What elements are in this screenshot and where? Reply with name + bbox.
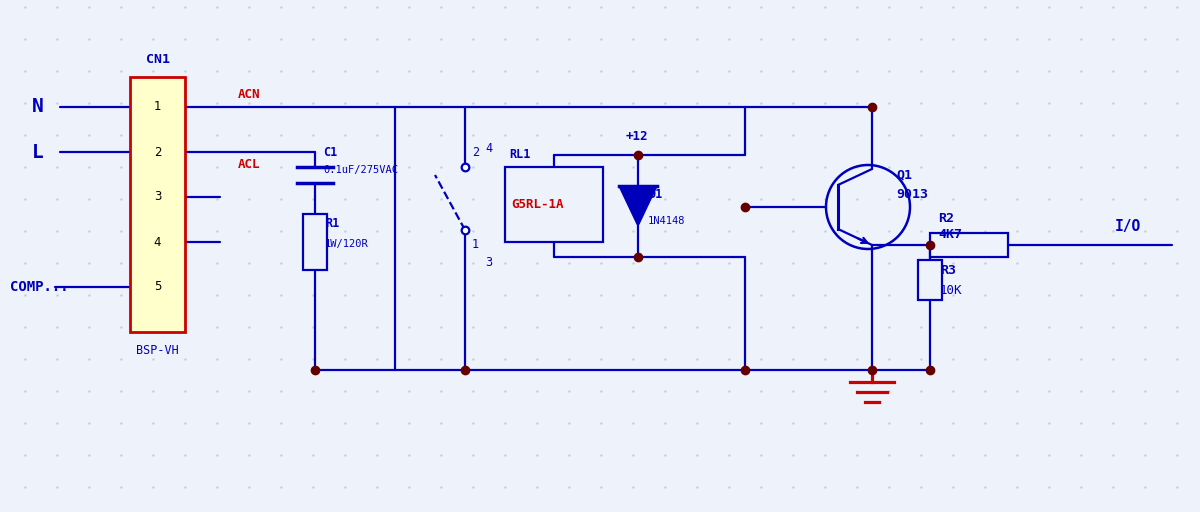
- Text: 9013: 9013: [896, 188, 928, 202]
- Text: C1: C1: [323, 146, 337, 159]
- Bar: [930, 233, 1008, 257]
- Text: R3: R3: [940, 264, 956, 276]
- Text: +12: +12: [626, 131, 648, 143]
- Text: BSP-VH: BSP-VH: [136, 344, 179, 356]
- Text: G5RL-1A: G5RL-1A: [511, 198, 564, 211]
- Text: 10K: 10K: [940, 284, 962, 296]
- Bar: [505, 167, 604, 242]
- Text: R1: R1: [325, 218, 340, 230]
- Text: R2: R2: [938, 211, 954, 224]
- Text: 1: 1: [154, 100, 161, 114]
- Text: N: N: [32, 97, 44, 117]
- Text: COMP...: COMP...: [10, 280, 68, 294]
- Text: 2: 2: [154, 145, 161, 159]
- Text: 5: 5: [154, 281, 161, 293]
- Text: 4: 4: [154, 236, 161, 248]
- Text: 4: 4: [485, 142, 492, 156]
- Text: 1W/120R: 1W/120R: [325, 239, 368, 249]
- Text: ACN: ACN: [238, 88, 260, 100]
- Text: 1N4148: 1N4148: [648, 216, 685, 226]
- Text: 1: 1: [472, 239, 479, 251]
- Text: ACL: ACL: [238, 158, 260, 170]
- Text: RL1: RL1: [509, 148, 530, 161]
- Text: 2: 2: [472, 145, 479, 159]
- Bar: [918, 260, 942, 300]
- Text: D1: D1: [648, 187, 662, 201]
- Text: 0.1uF/275VAC: 0.1uF/275VAC: [323, 165, 398, 176]
- Text: L: L: [32, 142, 44, 161]
- Bar: [130, 77, 185, 332]
- Text: CN1: CN1: [145, 53, 169, 66]
- Text: 3: 3: [154, 190, 161, 203]
- Polygon shape: [619, 186, 658, 226]
- Text: 3: 3: [485, 255, 492, 268]
- Text: I/O: I/O: [1115, 220, 1141, 234]
- Bar: [302, 214, 326, 270]
- Text: Q1: Q1: [896, 168, 912, 181]
- Text: 4K7: 4K7: [938, 228, 962, 242]
